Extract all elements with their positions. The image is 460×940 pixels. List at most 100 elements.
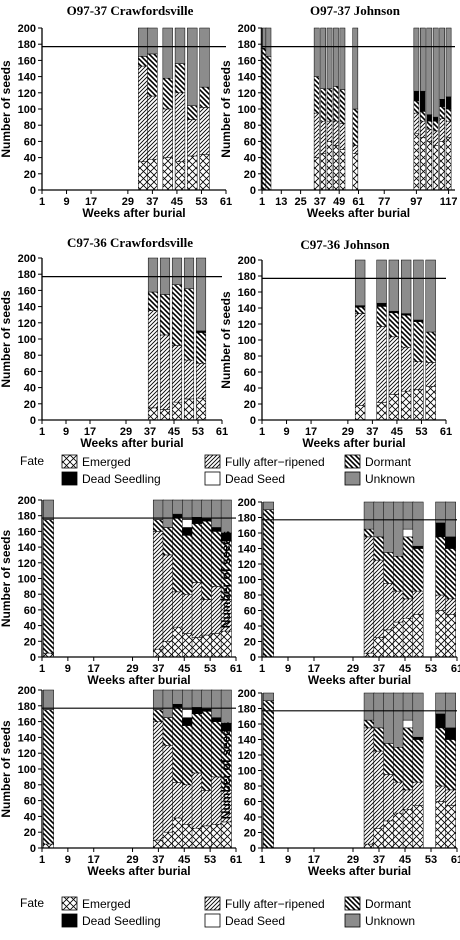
bar-segment-emerged [326, 141, 333, 191]
y-tick-label: 40 [24, 621, 36, 633]
x-tick-label: 61 [440, 426, 452, 438]
y-tick-label: 100 [18, 574, 36, 586]
y-tick-label: 200 [238, 688, 256, 700]
bar-segment-emerged [445, 137, 452, 191]
bar-segment-after-ripened [383, 774, 395, 822]
bar-segment-emerged [393, 621, 404, 658]
bar-segment-unknown [363, 692, 375, 721]
bar-segment-emerged [313, 157, 320, 191]
x-tick-label: 37 [152, 663, 164, 675]
bar-segment-unknown [412, 692, 424, 738]
bar-stack [363, 501, 375, 658]
legend-label: Unknown [365, 914, 415, 928]
bar-segment-after-ripened [439, 118, 445, 142]
x-tick-label: 9 [285, 854, 291, 866]
bar-segment-dormant [402, 536, 414, 600]
x-tick-label: 61 [216, 426, 228, 438]
bar-segment-after-ripened [413, 112, 420, 134]
bar-stack [263, 692, 274, 849]
bar-segment-dead-seedling [420, 90, 426, 112]
y-tick-label: 60 [24, 796, 36, 808]
bar-segment-dormant [445, 548, 456, 600]
y-tick-label: 60 [24, 605, 36, 617]
bar-segment-after-ripened [354, 313, 366, 406]
x-tick-label: 1 [39, 663, 45, 675]
chart-panel-1: O97-37 Crawfordsville 0 20 40 60 80 100 120 140 1… [0, 3, 232, 220]
y-tick-label: 140 [18, 72, 36, 84]
bar-stack [393, 692, 404, 849]
y-tick-label: 120 [18, 88, 36, 100]
chart-title: C97-36 Crawfordsville [67, 235, 193, 250]
bar-segment-dormant [263, 700, 274, 849]
bar-segment-unknown [199, 27, 210, 88]
bar-segment-unknown [333, 27, 339, 87]
x-tick-label: 1 [39, 854, 45, 866]
bar-segment-after-ripened [162, 108, 173, 158]
legend-item-dead-seed: Dead Seed [204, 913, 285, 928]
x-tick-label: 53 [425, 663, 437, 675]
chart-panel-8: 0 20 40 60 80 100 120 140 160 180 200 1 9 17 29 37 45 53 6… [219, 688, 460, 878]
bar-segment-dead-seedling [172, 703, 184, 708]
bar-segment-dormant [191, 713, 203, 774]
bar-segment-after-ripened [376, 326, 387, 403]
y-tick-label: 40 [244, 812, 256, 824]
bar-segment-emerged [162, 157, 173, 191]
bar-stack [191, 499, 203, 658]
bar-segment-emerged [172, 817, 184, 849]
bar-stack [191, 689, 203, 849]
bar-segment-after-ripened [402, 789, 414, 810]
y-tick-label: 140 [238, 735, 256, 747]
y-tick-label: 120 [18, 318, 36, 330]
bar-segment-unknown [320, 27, 326, 89]
bar-segment-emerged [432, 145, 439, 191]
y-tick-label: 180 [238, 271, 256, 283]
bar-segment-unknown [263, 692, 274, 701]
bar-segment-emerged [152, 839, 164, 849]
y-tick-label: 20 [244, 637, 256, 649]
y-tick-label: 60 [244, 136, 256, 148]
bar-segment-unknown [191, 499, 203, 518]
bar-segment-dead-seedling [182, 527, 193, 536]
x-tick-label: 45 [178, 854, 190, 866]
bar-segment-dormant [412, 548, 424, 592]
legend-label: Fully after−ripened [225, 455, 325, 469]
legend-item-after-ripened: Fully after−ripened [204, 454, 325, 469]
bar-segment-unknown [152, 499, 164, 520]
bar-segment-dormant [162, 717, 174, 746]
legend-item-emerged: Emerged [61, 896, 131, 911]
bar-segment-unknown [152, 689, 164, 710]
bar-segment-emerged [412, 805, 424, 849]
bar-segment-after-ripened [352, 145, 359, 154]
bar-segment-emerged [420, 137, 426, 191]
y-tick-label: 0 [250, 185, 256, 197]
bar-segment-emerged [339, 149, 346, 191]
y-tick-label: 80 [244, 120, 256, 132]
bar-segment-emerged [354, 405, 366, 421]
y-tick-label: 60 [244, 606, 256, 618]
bar-segment-dead-seedling [435, 522, 447, 538]
bar-segment-emerged [373, 637, 385, 658]
bar-segment-dormant [147, 291, 159, 311]
bar-stack [182, 499, 193, 658]
bar-stack [147, 27, 158, 191]
bar-segment-after-ripened [320, 120, 326, 154]
bar-segment-unknown [383, 692, 395, 744]
bar-segment-emerged [187, 155, 198, 191]
bar-stack [445, 27, 452, 191]
x-tick-label: 1 [39, 196, 45, 208]
bar-stack [43, 689, 54, 849]
bar-stack [445, 692, 456, 849]
bar-segment-unknown [174, 27, 186, 64]
bar-segment-after-ripened [333, 120, 339, 146]
bar-segment-emerged [162, 831, 174, 849]
x-tick-label: 37 [314, 196, 326, 208]
bar-segment-after-ripened [339, 123, 346, 150]
bar-segment-dormant [191, 523, 203, 583]
bar-segment-emerged [439, 141, 445, 191]
bar-segment-after-ripened [195, 363, 207, 399]
bar-segment-after-ripened [187, 119, 198, 157]
bar-segment-unknown [201, 499, 213, 520]
bar-stack [152, 499, 164, 658]
legend-swatch [61, 471, 78, 486]
bar-stack [171, 257, 183, 421]
